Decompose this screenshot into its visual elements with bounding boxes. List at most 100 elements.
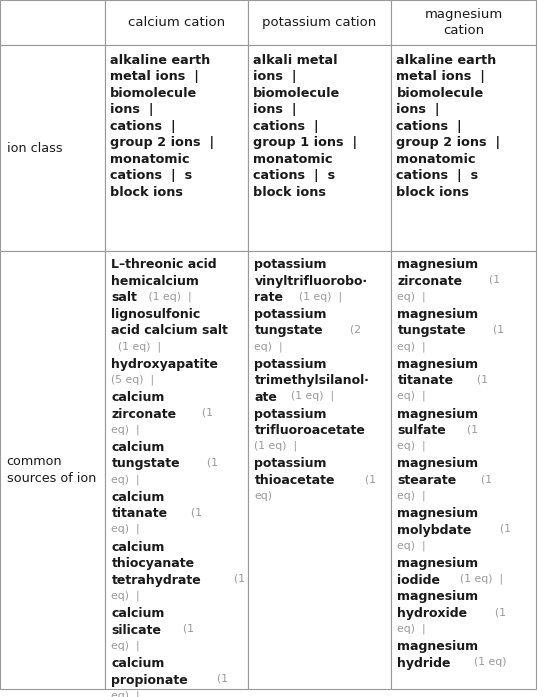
Text: magnesium: magnesium <box>397 408 479 420</box>
Bar <box>248 45 391 251</box>
Text: magnesium
cation: magnesium cation <box>424 8 503 38</box>
Text: potassium: potassium <box>254 258 327 271</box>
Bar <box>248 0 391 45</box>
Text: (5 eq)  |: (5 eq) | <box>111 374 155 385</box>
Text: sulfate: sulfate <box>397 424 446 437</box>
Text: (1: (1 <box>210 673 228 684</box>
Bar <box>105 0 248 45</box>
Text: ate: ate <box>254 391 277 404</box>
Text: propionate: propionate <box>111 673 188 687</box>
Text: (1 eq)  |: (1 eq) | <box>145 291 192 302</box>
Bar <box>391 45 536 251</box>
Text: tungstate: tungstate <box>254 324 323 337</box>
Text: potassium cation: potassium cation <box>262 16 377 29</box>
Bar <box>391 251 536 689</box>
Text: stearate: stearate <box>397 474 457 487</box>
Text: zirconate: zirconate <box>111 408 176 420</box>
Text: ion class: ion class <box>7 141 62 155</box>
Text: magnesium: magnesium <box>397 308 479 321</box>
Bar <box>0 45 105 251</box>
Text: eq)  |: eq) | <box>397 391 426 401</box>
Text: rate: rate <box>254 291 283 304</box>
Text: eq)  |: eq) | <box>397 540 426 551</box>
Text: hydroxyapatite: hydroxyapatite <box>111 358 218 371</box>
Bar <box>0 251 105 689</box>
Text: eq)  |: eq) | <box>111 690 140 697</box>
Text: (1: (1 <box>176 624 194 634</box>
Text: magnesium: magnesium <box>397 507 479 520</box>
Text: magnesium: magnesium <box>397 590 479 604</box>
Text: titanate: titanate <box>111 507 168 520</box>
Text: (1 eq)  |: (1 eq) | <box>284 391 334 401</box>
Text: hydroxide: hydroxide <box>397 607 467 620</box>
Text: calcium: calcium <box>111 391 165 404</box>
Text: calcium: calcium <box>111 441 165 454</box>
Text: magnesium: magnesium <box>397 557 479 570</box>
Text: (1: (1 <box>474 474 492 484</box>
Text: magnesium: magnesium <box>397 457 479 470</box>
Text: (1: (1 <box>494 524 512 534</box>
Text: (1 eq)  |: (1 eq) | <box>254 441 298 451</box>
Text: trifluoroacetate: trifluoroacetate <box>254 424 365 437</box>
Text: (1: (1 <box>488 607 506 617</box>
Text: alkaline earth
metal ions  |
biomolecule
ions  |
cations  |
group 2 ions  |
mona: alkaline earth metal ions | biomolecule … <box>110 54 215 199</box>
Text: eq)  |: eq) | <box>254 341 283 351</box>
Text: calcium: calcium <box>111 540 165 553</box>
Text: tungstate: tungstate <box>111 457 180 470</box>
Bar <box>391 0 536 45</box>
Text: potassium: potassium <box>254 308 327 321</box>
Text: potassium: potassium <box>254 457 327 470</box>
Text: magnesium: magnesium <box>397 641 479 653</box>
Text: calcium: calcium <box>111 607 165 620</box>
Text: (1: (1 <box>482 275 500 284</box>
Text: (1 eq)  |: (1 eq) | <box>453 574 503 584</box>
Text: (1 eq): (1 eq) <box>466 657 506 667</box>
Text: (1: (1 <box>460 424 478 434</box>
Text: eq)  |: eq) | <box>397 441 426 451</box>
Text: potassium: potassium <box>254 358 327 371</box>
Text: (1: (1 <box>200 457 218 468</box>
Text: (1 eq)  |: (1 eq) | <box>111 341 162 351</box>
Text: L–threonic acid: L–threonic acid <box>111 258 217 271</box>
Text: eq)  |: eq) | <box>397 491 426 501</box>
Text: eq)  |: eq) | <box>111 524 140 535</box>
Text: calcium: calcium <box>111 657 165 670</box>
Text: eq)  |: eq) | <box>397 624 426 634</box>
Text: (1: (1 <box>227 574 245 584</box>
Text: trimethylsilanol‧: trimethylsilanol‧ <box>254 374 369 388</box>
Text: molybdate: molybdate <box>397 524 472 537</box>
Text: tetrahydrate: tetrahydrate <box>111 574 201 587</box>
Text: salt: salt <box>111 291 137 304</box>
Text: hydride: hydride <box>397 657 451 670</box>
Text: titanate: titanate <box>397 374 454 388</box>
Bar <box>248 251 391 689</box>
Bar <box>105 251 248 689</box>
Text: eq)  |: eq) | <box>111 424 140 435</box>
Bar <box>0 0 105 45</box>
Text: (1: (1 <box>486 324 504 335</box>
Text: potassium: potassium <box>254 408 327 420</box>
Text: thioacetate: thioacetate <box>254 474 335 487</box>
Text: eq)  |: eq) | <box>111 474 140 484</box>
Text: eq)  |: eq) | <box>397 341 426 351</box>
Text: alkaline earth
metal ions  |
biomolecule
ions  |
cations  |
group 2 ions  |
mona: alkaline earth metal ions | biomolecule … <box>396 54 501 199</box>
Text: calcium cation: calcium cation <box>128 16 225 29</box>
Text: silicate: silicate <box>111 624 162 636</box>
Text: lignosulfonic: lignosulfonic <box>111 308 200 321</box>
Text: (1 eq)  |: (1 eq) | <box>292 291 342 302</box>
Text: eq): eq) <box>254 491 272 500</box>
Text: vinyltrifluorobo‧: vinyltrifluorobo‧ <box>254 275 367 288</box>
Text: alkali metal
ions  |
biomolecule
ions  |
cations  |
group 1 ions  |
monatomic
ca: alkali metal ions | biomolecule ions | c… <box>253 54 358 199</box>
Text: (1: (1 <box>470 374 488 384</box>
Text: eq)  |: eq) | <box>111 590 140 601</box>
Text: magnesium: magnesium <box>397 358 479 371</box>
Text: (1: (1 <box>184 507 202 517</box>
Text: calcium: calcium <box>111 491 165 504</box>
Text: magnesium: magnesium <box>397 258 479 271</box>
Text: tungstate: tungstate <box>397 324 466 337</box>
Text: (1: (1 <box>195 408 213 418</box>
Text: acid calcium salt: acid calcium salt <box>111 324 228 337</box>
Text: common
sources of ion: common sources of ion <box>7 455 96 484</box>
Text: hemicalcium: hemicalcium <box>111 275 199 288</box>
Text: (2: (2 <box>343 324 361 335</box>
